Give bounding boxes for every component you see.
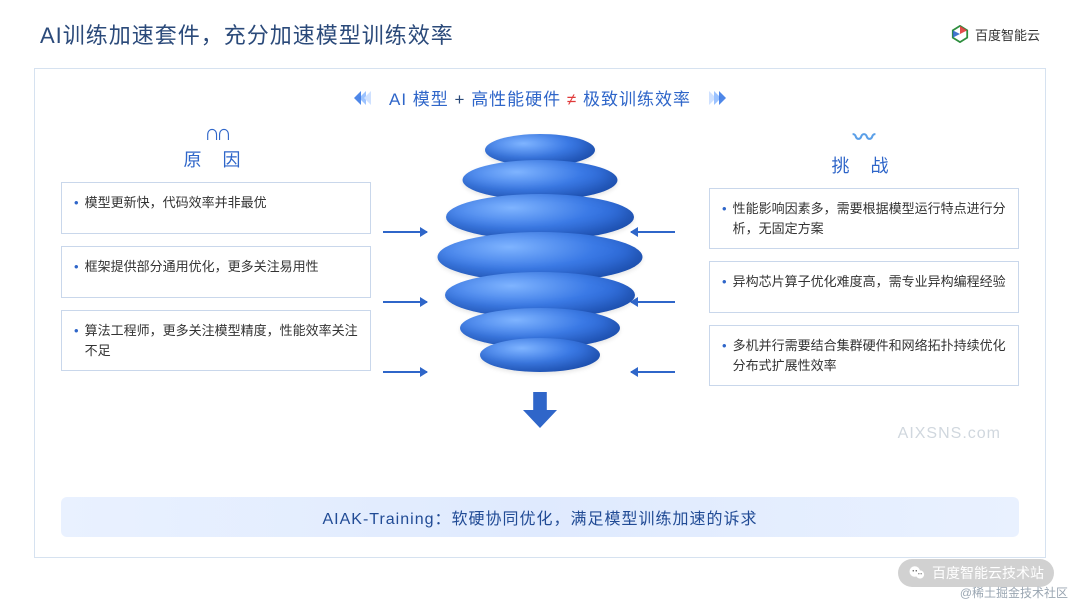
wechat-badge: 百度智能云技术站 — [898, 559, 1054, 587]
left-heading: 原 因 — [183, 146, 248, 172]
challenges-icon: 〰 — [853, 120, 875, 152]
arrow-right-icon — [383, 371, 427, 373]
formula-row: AI 模型 + 高性能硬件 ≠ 极致训练效率 — [61, 85, 1019, 110]
sphere-graphic — [435, 132, 645, 382]
brand-name: 百度智能云 — [975, 25, 1040, 44]
reasons-icon: ∩∩ — [204, 120, 228, 146]
chevrons-left-icon — [354, 91, 371, 105]
challenge-box: •多机并行需要结合集群硬件和网络拓扑持续优化分布式扩展性效率 — [709, 325, 1019, 386]
challenge-box: •性能影响因素多，需要根据模型运行特点进行分析，无固定方案 — [709, 188, 1019, 249]
watermark-site: AIXSNS.com — [898, 425, 1001, 443]
reason-text: 算法工程师，更多关注模型精度，性能效率关注不足 — [85, 321, 360, 360]
conclusion-text: AIAK-Training：软硬协同优化，满足模型训练加速的诉求 — [322, 505, 757, 529]
arrow-left-icon — [631, 231, 675, 233]
right-heading: 挑 战 — [831, 152, 896, 178]
right-column: 〰 挑 战 •性能影响因素多，需要根据模型运行特点进行分析，无固定方案 •异构芯… — [709, 120, 1019, 398]
arrow-left-icon — [631, 371, 675, 373]
challenge-text: 异构芯片算子优化难度高，需专业异构编程经验 — [733, 272, 1006, 302]
page-title: AI训练加速套件，充分加速模型训练效率 — [40, 18, 454, 50]
wechat-text: 百度智能云技术站 — [932, 563, 1044, 583]
formula-plus: + — [455, 90, 466, 109]
challenge-text: 多机并行需要结合集群硬件和网络拓扑持续优化分布式扩展性效率 — [733, 336, 1008, 375]
brand-logo: 百度智能云 — [951, 25, 1040, 44]
watermark-community: @稀土掘金技术社区 — [960, 584, 1068, 601]
arrow-right-icon — [383, 301, 427, 303]
reason-text: 框架提供部分通用优化，更多关注易用性 — [85, 257, 319, 287]
wechat-icon — [908, 564, 926, 582]
challenge-box: •异构芯片算子优化难度高，需专业异构编程经验 — [709, 261, 1019, 313]
reason-box: •框架提供部分通用优化，更多关注易用性 — [61, 246, 371, 298]
cloud-logo-icon — [951, 25, 969, 43]
left-column: ∩∩ 原 因 •模型更新快，代码效率并非最优 •框架提供部分通用优化，更多关注易… — [61, 120, 371, 383]
down-arrow-icon — [523, 392, 557, 428]
formula-part3: 极致训练效率 — [583, 90, 691, 109]
center-column — [390, 120, 690, 428]
reason-box: •算法工程师，更多关注模型精度，性能效率关注不足 — [61, 310, 371, 371]
reason-text: 模型更新快，代码效率并非最优 — [85, 193, 267, 223]
formula: AI 模型 + 高性能硬件 ≠ 极致训练效率 — [389, 85, 691, 110]
arrow-right-icon — [383, 231, 427, 233]
formula-neq: ≠ — [567, 90, 577, 109]
reason-box: •模型更新快，代码效率并非最优 — [61, 182, 371, 234]
conclusion-bar: AIAK-Training：软硬协同优化，满足模型训练加速的诉求 — [61, 497, 1019, 537]
content-frame: AI 模型 + 高性能硬件 ≠ 极致训练效率 ∩∩ 原 因 •模型更新快，代码效… — [34, 68, 1046, 558]
formula-part1: AI 模型 — [389, 90, 449, 109]
body-row: ∩∩ 原 因 •模型更新快，代码效率并非最优 •框架提供部分通用优化，更多关注易… — [61, 120, 1019, 430]
arrow-left-icon — [631, 301, 675, 303]
formula-part2: 高性能硬件 — [471, 90, 561, 109]
chevrons-right-icon — [709, 91, 726, 105]
challenge-text: 性能影响因素多，需要根据模型运行特点进行分析，无固定方案 — [733, 199, 1008, 238]
